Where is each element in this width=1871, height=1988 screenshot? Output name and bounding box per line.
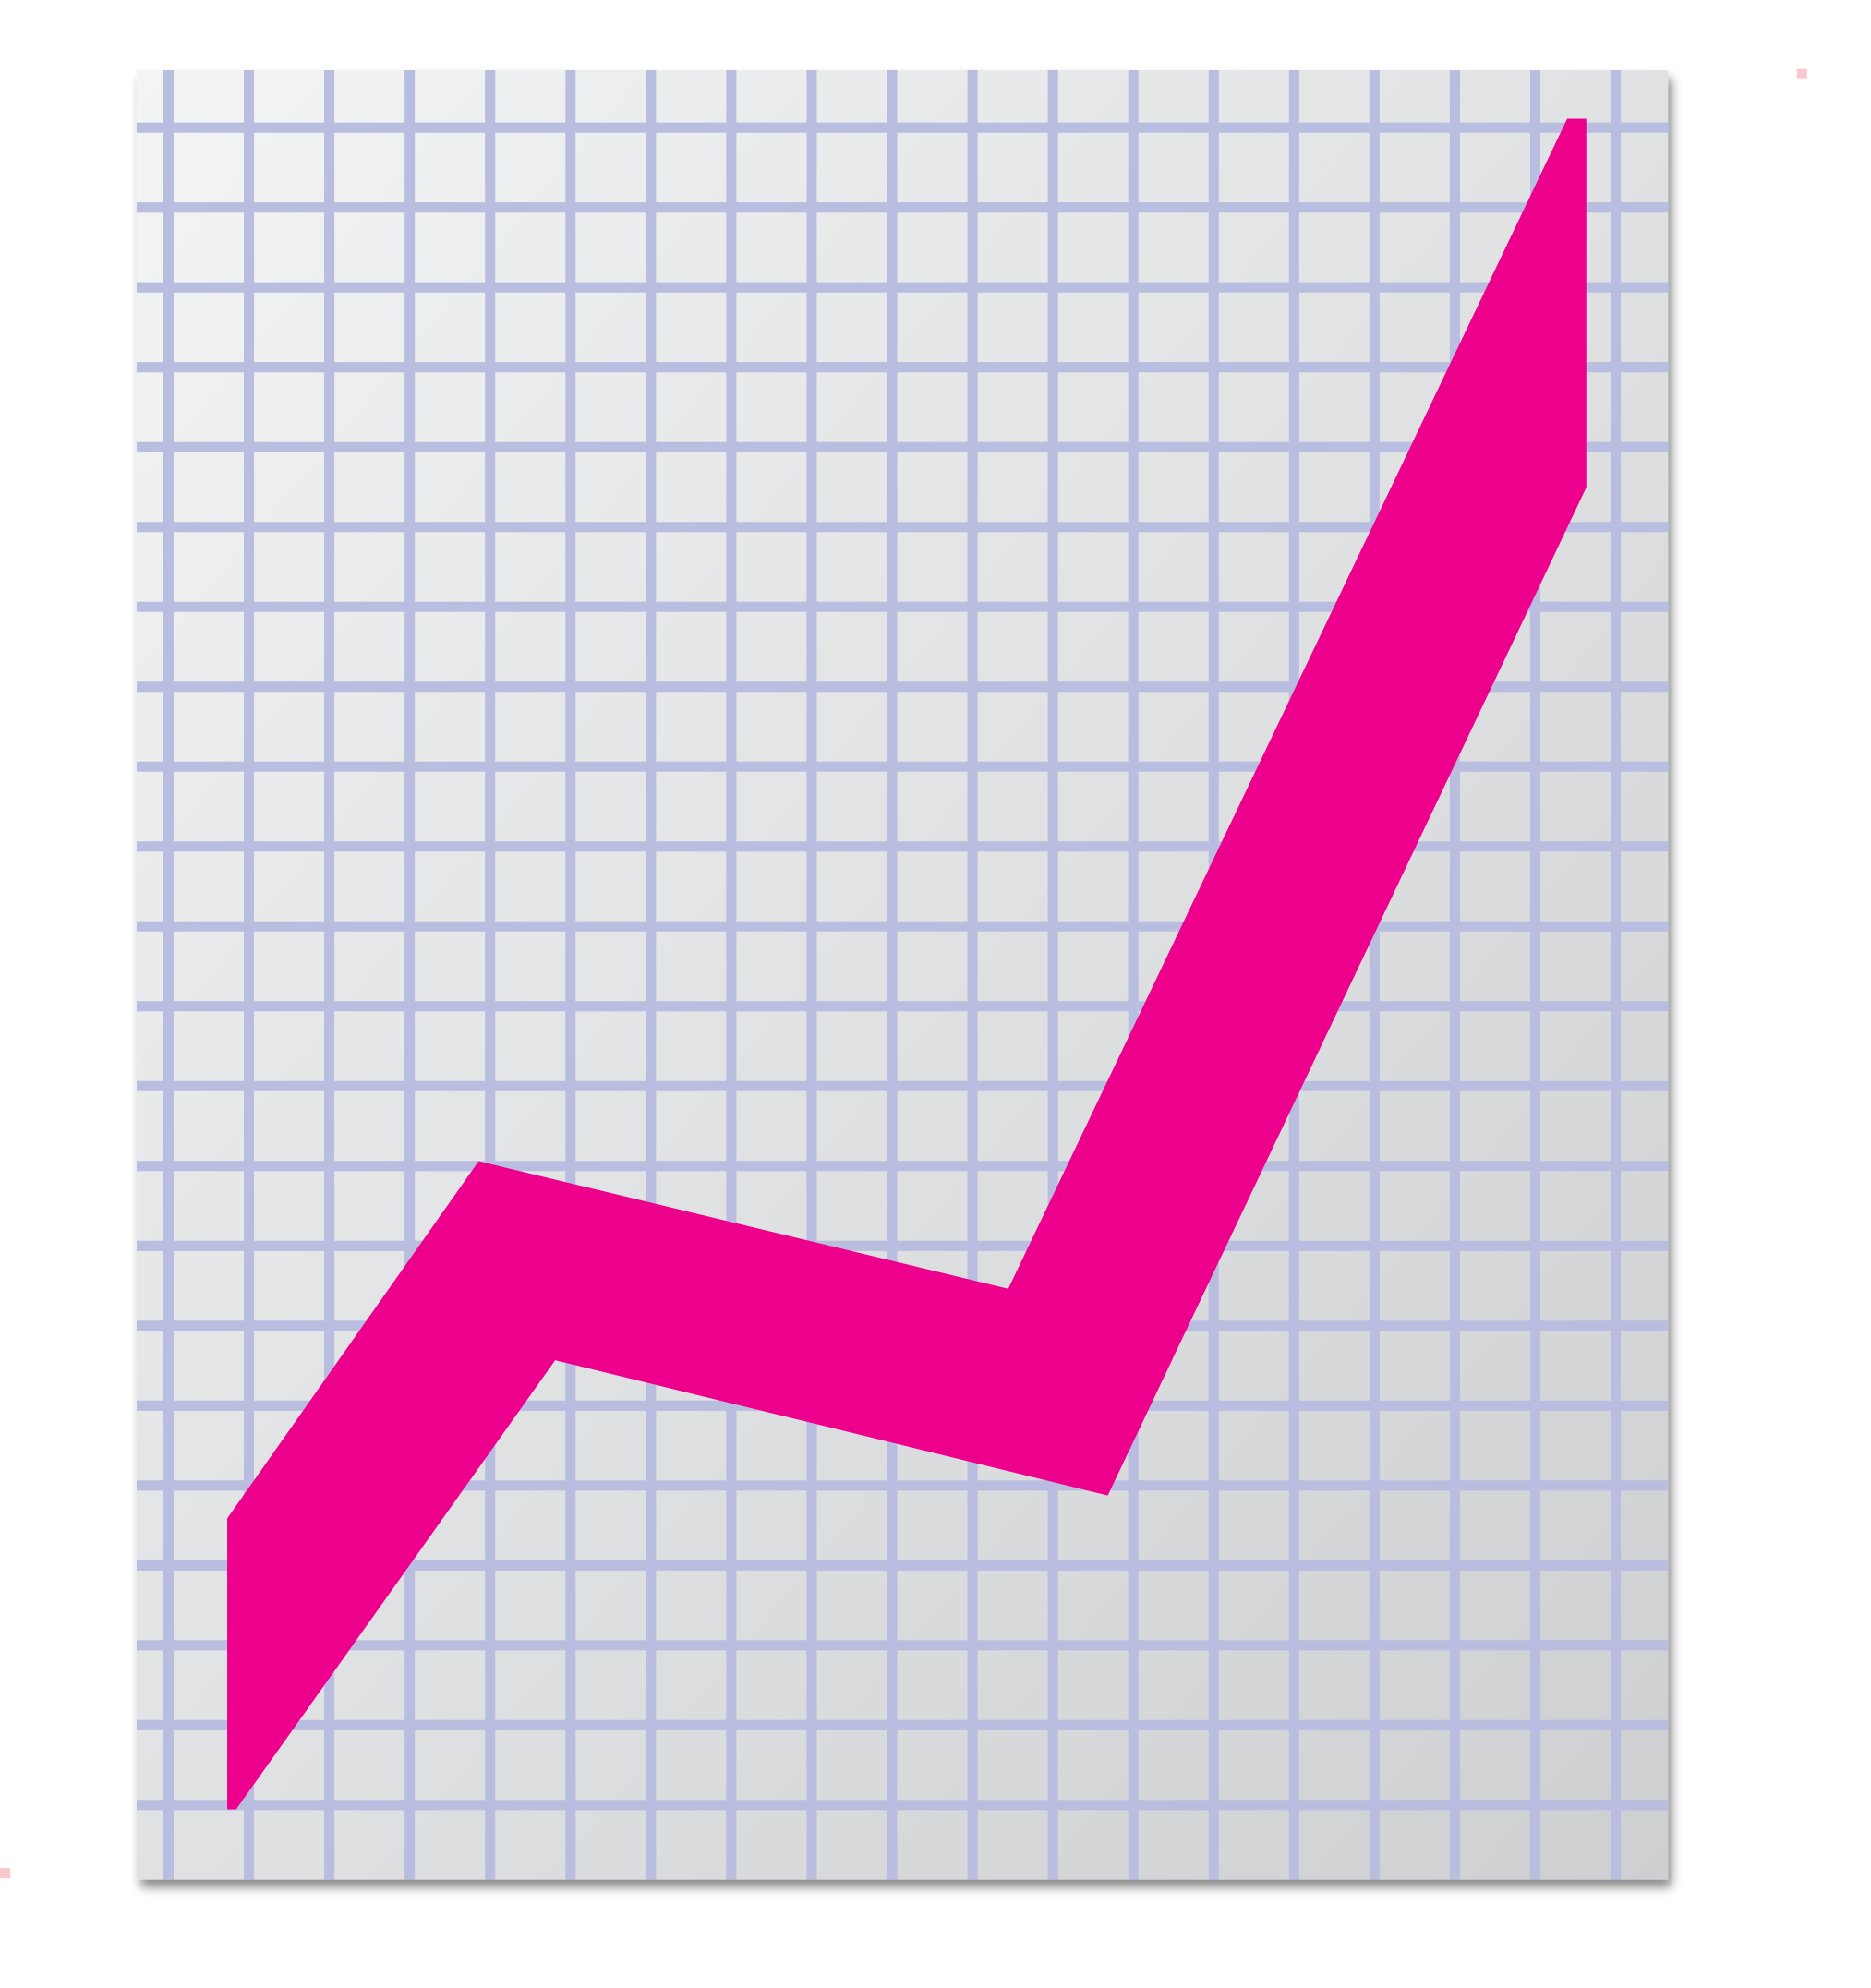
trend-arrow xyxy=(227,118,1587,1810)
corner-dot xyxy=(0,1868,11,1879)
corner-dot xyxy=(1796,68,1807,79)
grid xyxy=(136,70,1669,1880)
